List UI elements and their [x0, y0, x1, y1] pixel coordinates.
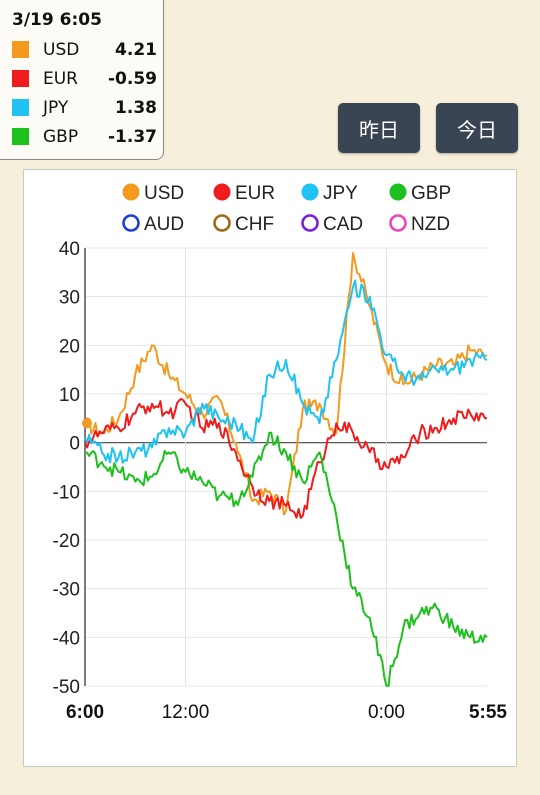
- legend-label: NZD: [411, 214, 450, 235]
- y-tick-label: -10: [53, 482, 80, 503]
- legend-label: AUD: [144, 214, 184, 235]
- readout-currency: USD: [43, 39, 80, 60]
- series-line-eur: [84, 397, 488, 519]
- readout-timestamp: 3/19 6:05: [12, 10, 102, 30]
- legend-marker: [389, 214, 407, 232]
- readout-swatch: [12, 99, 29, 116]
- currency-strength-chart[interactable]: USD EUR JPY GBP AUD CHF CAD NZD 40 30 20 10 0 -10 -20 -…: [24, 170, 518, 768]
- yesterday-button[interactable]: 昨日: [338, 103, 420, 153]
- legend-marker: [389, 183, 407, 201]
- crosshair-readout: 3/19 6:05 USD 4.21 EUR -0.59 JPY 1.38 GBP -1.37: [0, 0, 164, 160]
- readout-value: 1.38: [115, 97, 157, 118]
- readout-value: -1.37: [108, 126, 157, 147]
- legend-marker: [301, 183, 319, 201]
- readout-swatch: [12, 70, 29, 87]
- legend-marker: [213, 214, 231, 232]
- y-tick-label: -40: [53, 628, 80, 649]
- readout-currency: EUR: [43, 68, 78, 89]
- legend-marker: [213, 183, 231, 201]
- x-tick-label: 12:00: [162, 702, 210, 723]
- crosshair-dot: [82, 418, 92, 429]
- readout-currency: GBP: [43, 126, 79, 147]
- y-tick-label: -30: [53, 580, 80, 601]
- legend-label: JPY: [323, 183, 358, 204]
- readout-value: -0.59: [108, 68, 157, 89]
- series-line-gbp: [84, 431, 488, 687]
- readout-value: 4.21: [115, 39, 157, 60]
- y-tick-label: 0: [69, 434, 80, 455]
- x-tick-label: 5:55: [469, 702, 507, 723]
- readout-swatch: [12, 128, 29, 145]
- x-tick-label: 6:00: [66, 702, 104, 723]
- y-tick-label: 10: [59, 385, 80, 406]
- legend-label: CHF: [235, 214, 274, 235]
- readout-row-jpy: JPY 1.38: [12, 93, 163, 122]
- readout-swatch: [12, 41, 29, 58]
- y-tick-label: -20: [53, 531, 80, 552]
- legend-label: GBP: [411, 183, 451, 204]
- legend-marker: [122, 183, 140, 201]
- y-tick-label: 40: [59, 239, 80, 260]
- legend-label: CAD: [323, 214, 363, 235]
- readout-currency: JPY: [43, 97, 69, 118]
- y-tick-label: 20: [59, 336, 80, 357]
- chart-panel: USD EUR JPY GBP AUD CHF CAD NZD 40 30 20 10 0 -10 -20 -…: [23, 169, 517, 767]
- legend-marker: [301, 214, 319, 232]
- y-tick-label: -50: [53, 677, 80, 698]
- readout-row-eur: EUR -0.59: [12, 64, 163, 93]
- readout-row-usd: USD 4.21: [12, 35, 163, 64]
- x-tick-label: 0:00: [368, 702, 405, 723]
- legend-marker: [122, 214, 140, 232]
- legend-label: USD: [144, 183, 184, 204]
- legend-label: EUR: [235, 183, 275, 204]
- today-button[interactable]: 今日: [436, 103, 518, 153]
- y-tick-label: 30: [59, 288, 80, 309]
- series-line-jpy: [84, 279, 488, 464]
- readout-row-gbp: GBP -1.37: [12, 122, 163, 151]
